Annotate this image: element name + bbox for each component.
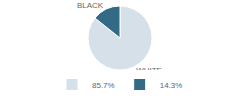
svg-text:14.3%: 14.3% bbox=[160, 81, 183, 90]
svg-text:BLACK: BLACK bbox=[77, 1, 104, 10]
svg-text:85.7%: 85.7% bbox=[92, 81, 115, 90]
